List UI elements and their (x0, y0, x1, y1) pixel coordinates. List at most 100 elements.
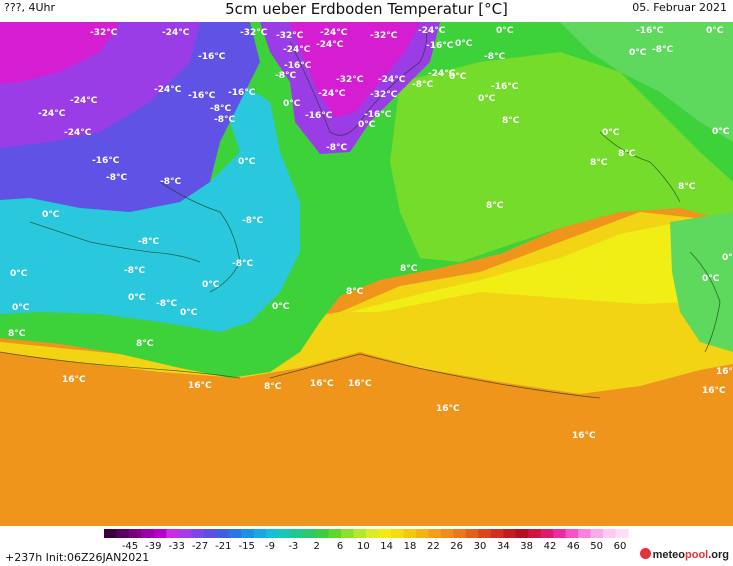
temperature-label: -16°C (284, 61, 312, 71)
colorbar: -45 -39 -33 -27 -21 -15 -9 -3 2 6 10 14 18 22 26 30 34 38… (104, 529, 629, 550)
colorbar-cell (390, 529, 404, 538)
temperature-label: -16°C (228, 88, 256, 98)
temperature-label: -16°C (636, 26, 664, 36)
temperature-label: -8°C (214, 115, 235, 125)
meteopool-logo[interactable]: meteopool.org (639, 548, 729, 561)
colorbar-tick-label: -9 (265, 541, 275, 550)
colorbar-cell (578, 529, 592, 538)
temperature-label: -8°C (242, 216, 263, 226)
temperature-label: -8°C (326, 143, 347, 153)
colorbar-cell (253, 529, 267, 538)
colorbar-cell (216, 529, 230, 538)
temperature-label: 0°C (449, 72, 467, 82)
colorbar-cell (590, 529, 604, 538)
colorbar-tick-label: -15 (238, 541, 254, 550)
temperature-label: -16°C (364, 110, 392, 120)
temperature-label: -32°C (336, 75, 364, 85)
colorbar-cell (565, 529, 579, 538)
colorbar-cell (478, 529, 492, 538)
temperature-label: -8°C (138, 237, 159, 247)
temperature-label: 0°C (712, 127, 730, 137)
colorbar-cell (415, 529, 429, 538)
colorbar-cell (266, 529, 280, 538)
logo-dot-icon (639, 548, 651, 559)
forecast-date: 05. Februar 2021 (632, 1, 727, 14)
colorbar-cell (453, 529, 467, 538)
temperature-label: -32°C (370, 90, 398, 100)
temperature-label: -16°C (198, 52, 226, 62)
temperature-label: 16°C (348, 379, 372, 389)
colorbar-cell (503, 529, 517, 538)
map-canvas: -32°C -24°C -32°C -32°C -24°C -32°C -24°C 0°C -1… (0, 22, 733, 526)
colorbar-tick-label: -27 (192, 541, 208, 550)
temperature-label: -24°C (378, 75, 406, 85)
temperature-label: 16°C (716, 367, 733, 377)
colorbar-cell (378, 529, 392, 538)
temperature-label: -32°C (90, 28, 118, 38)
temperature-label: -24°C (64, 128, 92, 138)
temperature-label: -8°C (106, 173, 127, 183)
temperature-label: -24°C (418, 26, 446, 36)
colorbar-cell (116, 529, 130, 538)
temperature-label: 0°C (455, 39, 473, 49)
temperature-label: 8°C (136, 339, 154, 349)
colorbar-cell (553, 529, 567, 538)
colorbar-cell (241, 529, 255, 538)
zone-yellow (350, 218, 733, 312)
temperature-label: 0°C (629, 48, 647, 58)
temperature-label: 16°C (62, 375, 86, 385)
temperature-label: 0°C (180, 308, 198, 318)
temperature-label: 0°C (12, 303, 30, 313)
zone-gold (0, 212, 733, 394)
colorbar-cell (328, 529, 342, 538)
temperature-label: 0°C (272, 302, 290, 312)
colorbar-cell (366, 529, 379, 538)
colorbar-cell (278, 529, 292, 538)
temperature-label: -16°C (305, 111, 333, 121)
temperature-label: 0°C (42, 210, 60, 220)
temperature-label: -24°C (318, 89, 346, 99)
temperature-label: -8°C (232, 259, 253, 269)
colorbar-tick-label: -39 (145, 541, 161, 550)
colorbar-cell (191, 529, 205, 538)
temperature-label: 0°C (702, 274, 720, 284)
colorbar-tick-label: 30 (474, 541, 487, 550)
temperature-label: -24°C (162, 28, 190, 38)
temperature-label: 0°C (10, 269, 28, 279)
colorbar-cell (178, 529, 192, 538)
colorbar-cell (615, 529, 629, 538)
colorbar-tick-label: 2 (313, 541, 319, 550)
colorbar-cell (153, 529, 167, 538)
temperature-label: -8°C (210, 104, 231, 114)
temperature-label: 8°C (400, 264, 418, 274)
temperature-label: 8°C (346, 287, 364, 297)
temperature-label: 0°C (238, 157, 256, 167)
temperature-label: -32°C (276, 31, 304, 41)
temperature-label: 16°C (310, 379, 334, 389)
zone-greenland-magenta (290, 22, 420, 118)
temperature-label: 0°C (202, 280, 220, 290)
run-label: ???, 4Uhr (4, 1, 56, 14)
coastlines (0, 26, 721, 399)
temperature-label: -24°C (154, 85, 182, 95)
colorbar-cell (203, 529, 217, 538)
temperature-label: -24°C (283, 45, 311, 55)
temperature-label: -8°C (412, 80, 433, 90)
colorbar-tick-label: -3 (288, 541, 298, 550)
temperature-label: 8°C (590, 158, 608, 168)
temperature-label: -16°C (426, 41, 454, 51)
temperature-label: 16°C (702, 386, 726, 396)
temperature-label: -8°C (156, 299, 177, 309)
colorbar-cell (465, 529, 479, 538)
temperature-label: 0°C (283, 99, 301, 109)
colorbar-tick-label: 42 (544, 541, 557, 550)
temperature-label: -8°C (484, 52, 505, 62)
colorbar-tick-label: -45 (122, 541, 138, 550)
colorbar-cell (128, 529, 142, 538)
colorbar-cell (166, 529, 180, 538)
temperature-label: 8°C (8, 329, 26, 339)
colorbar-cell (228, 529, 242, 538)
map-footer: -45 -39 -33 -27 -21 -15 -9 -3 2 6 10 14 18 22 26 30 34 38… (0, 526, 733, 566)
temperature-label: -8°C (275, 71, 296, 81)
temperature-label: -24°C (428, 69, 456, 79)
